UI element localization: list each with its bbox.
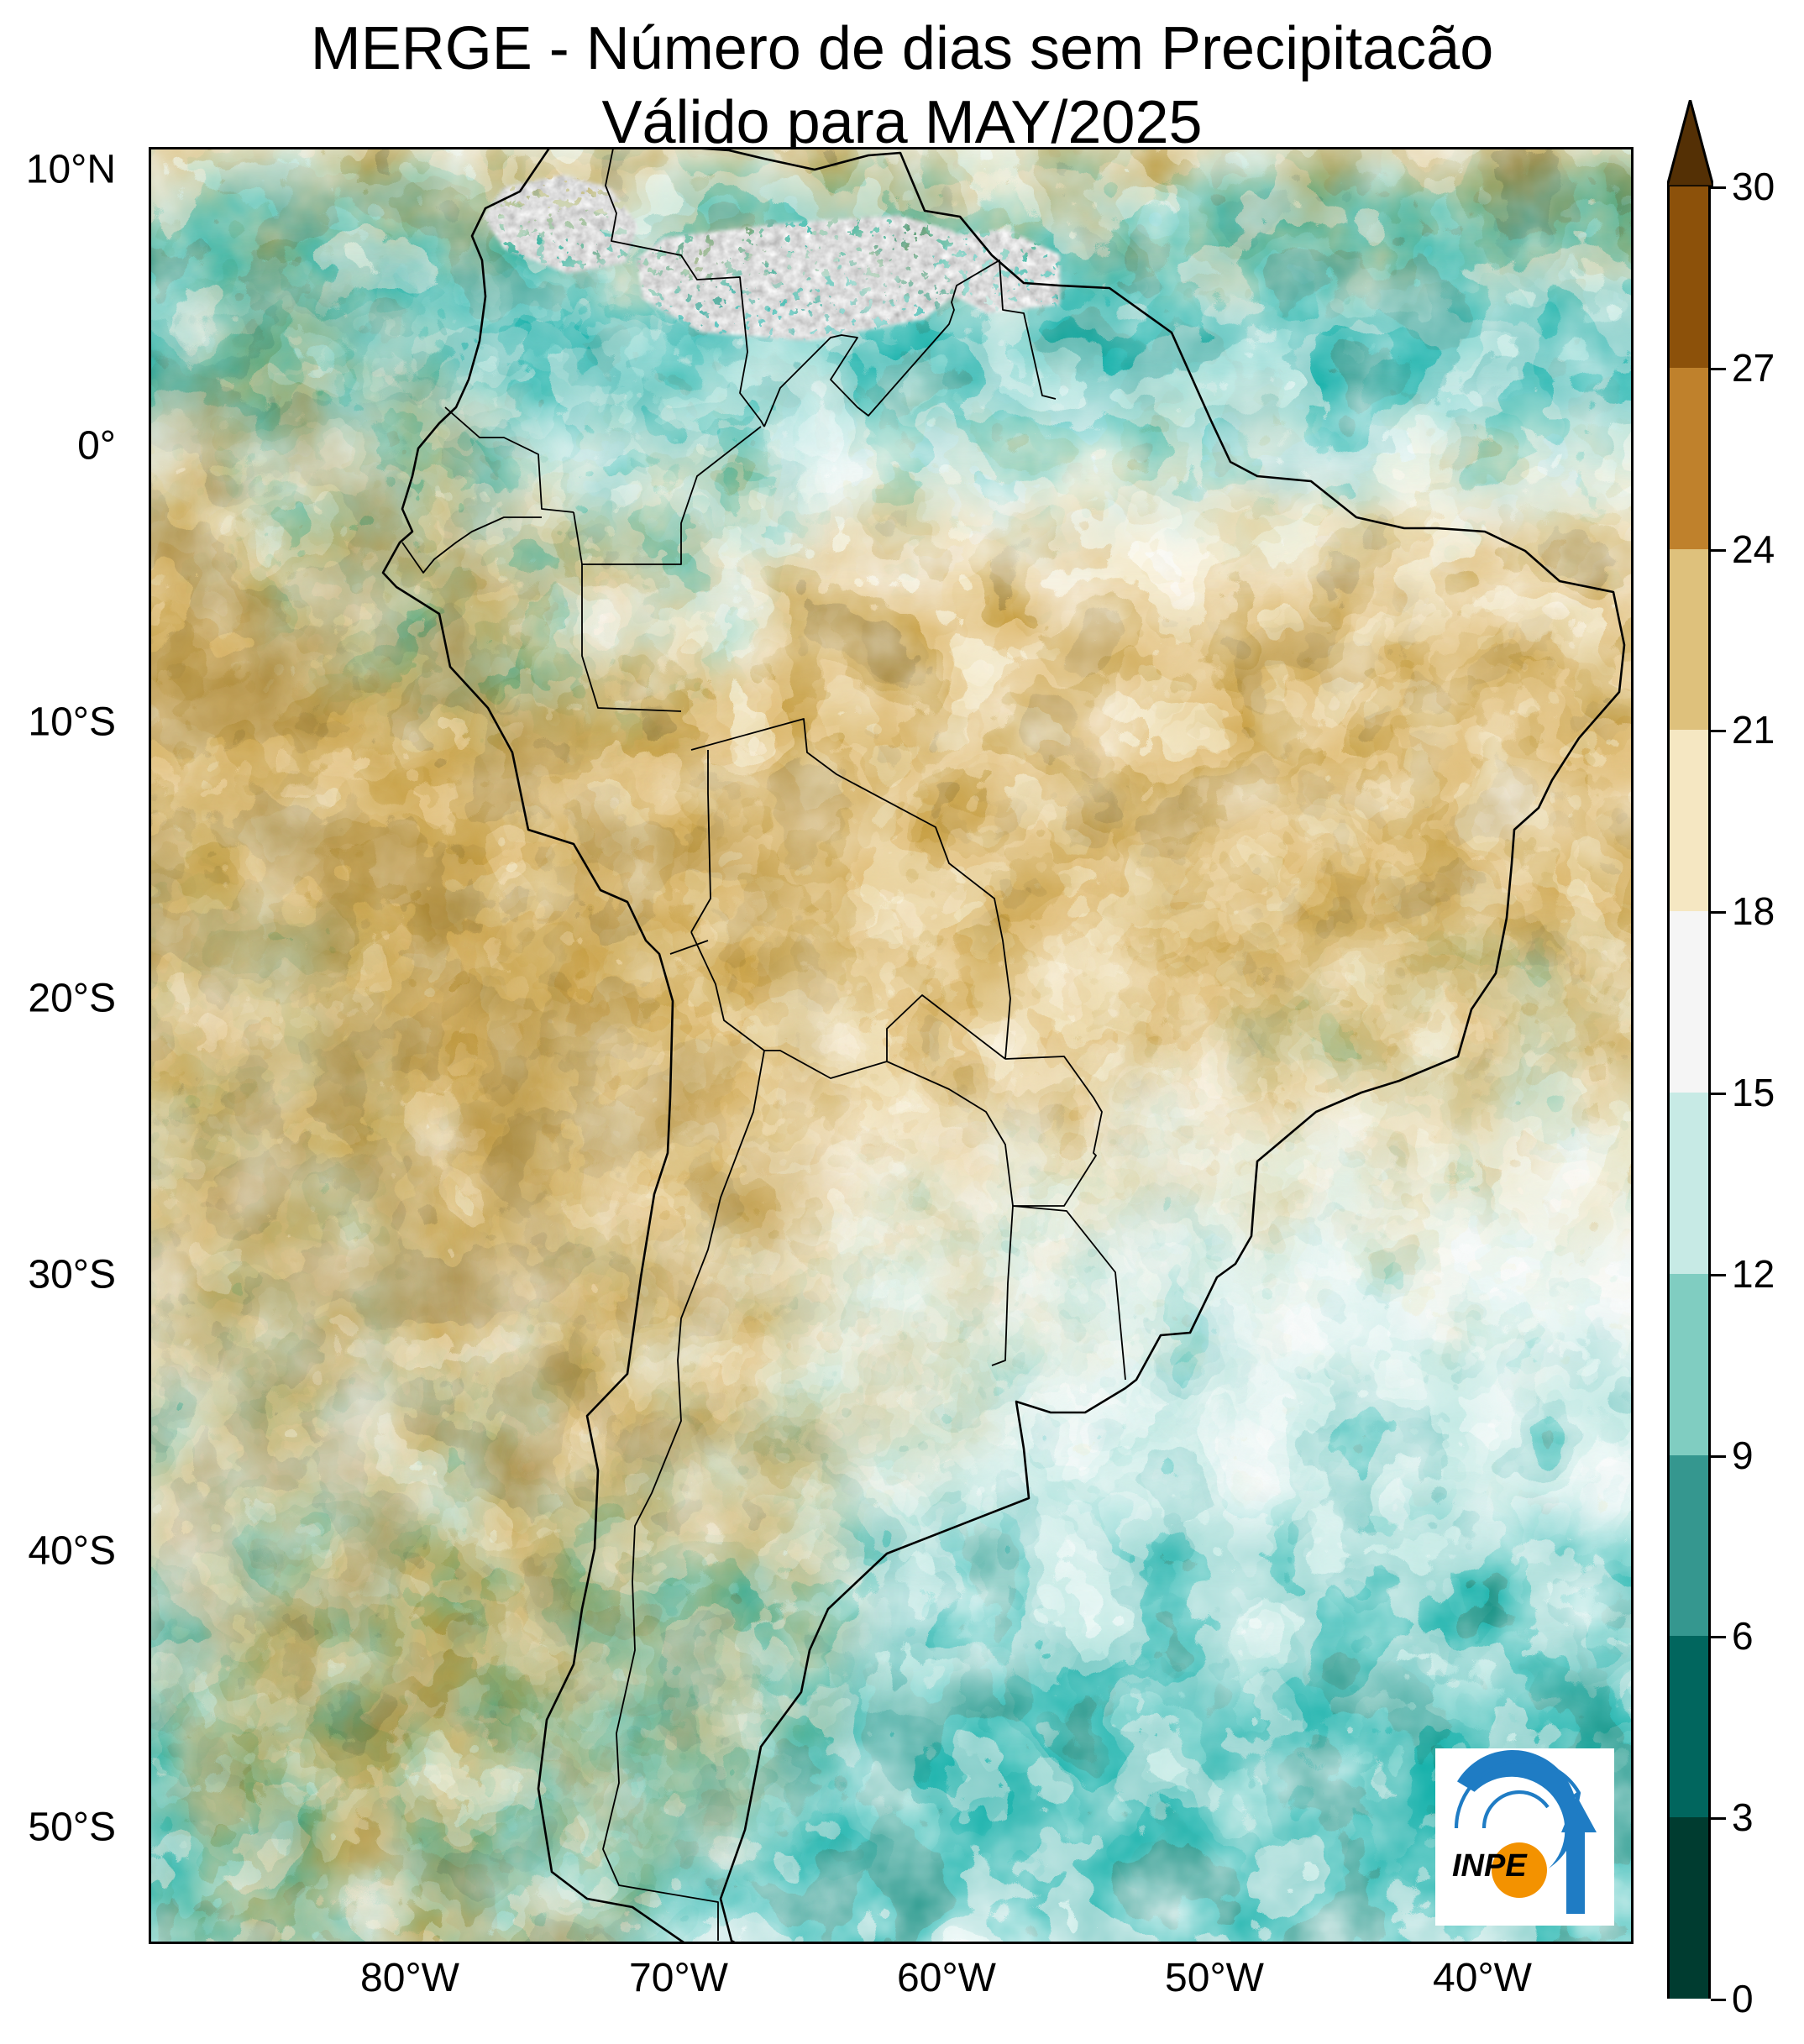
svg-text:INPE: INPE [1452,1848,1528,1884]
